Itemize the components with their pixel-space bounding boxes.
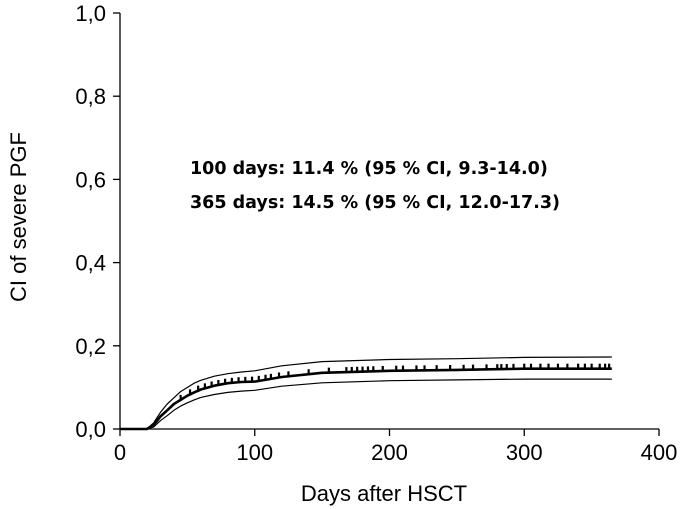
annotation-365-days: 365 days: 14.5 % (95 % CI, 12.0-17.3) [190, 193, 560, 213]
y-tick-label: 0,2 [75, 334, 106, 359]
y-tick-label: 0,4 [75, 251, 106, 276]
y-axis-label: CI of severe PGF [6, 132, 31, 302]
x-tick-label: 200 [371, 440, 408, 465]
series-line-lower-ci [120, 379, 612, 429]
y-tick-label: 0,6 [75, 167, 106, 192]
y-axis: 0,0 0,2 0,4 0,6 0,8 1,0 [75, 1, 120, 442]
annotation-100-days: 100 days: 11.4 % (95 % CI, 9.3-14.0) [190, 159, 548, 179]
x-tick-label: 300 [506, 440, 543, 465]
x-tick-label: 100 [236, 440, 273, 465]
x-tick-label: 0 [114, 440, 126, 465]
x-tick-label: 400 [641, 440, 678, 465]
series-layer [120, 357, 612, 429]
y-tick-label: 0,0 [75, 417, 106, 442]
x-axis-label: Days after HSCT [301, 481, 467, 506]
series-line-estimate [120, 369, 612, 429]
y-tick-label: 0,8 [75, 84, 106, 109]
y-tick-label: 1,0 [75, 1, 106, 26]
x-axis: 0 100 200 300 400 [114, 429, 677, 465]
